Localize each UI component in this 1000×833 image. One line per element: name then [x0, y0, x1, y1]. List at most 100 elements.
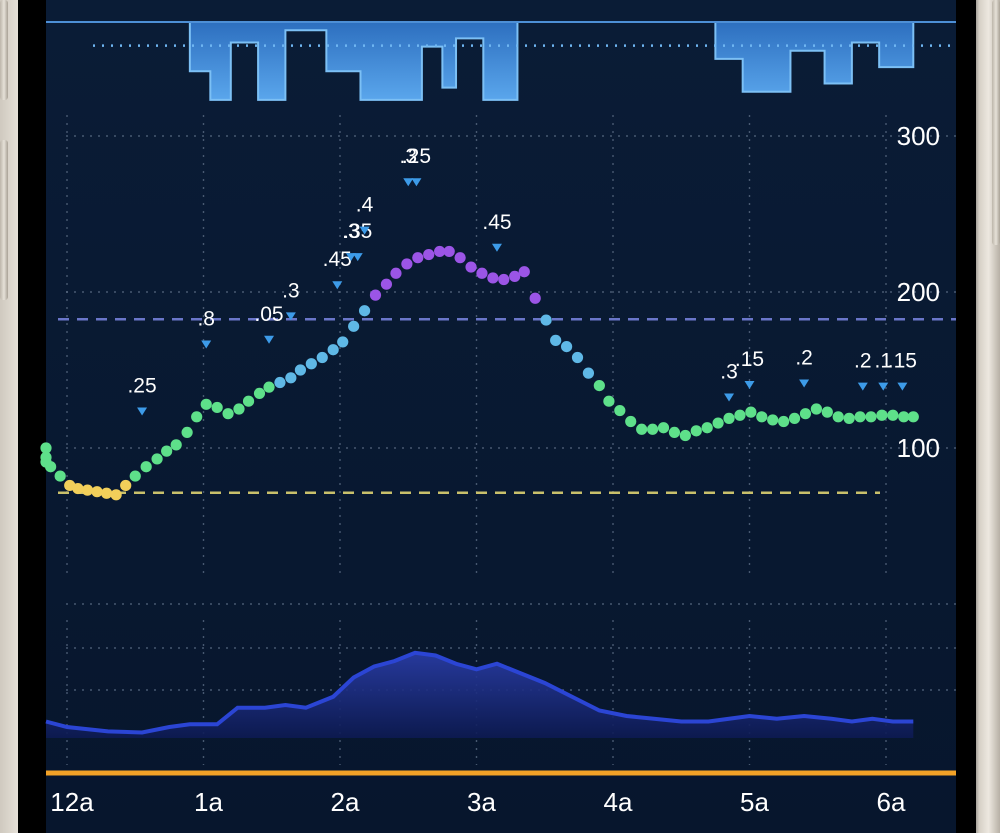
iob-area: [46, 652, 914, 738]
phone-screen: .25.8.05.3.45.3.35.4.3.25.45.3.15.2.2.1.…: [18, 0, 976, 833]
glucose-point-79: [843, 412, 855, 424]
bolus-layer: .25.8.05.3.45.3.35.4.3.25.45.3.15.2.2.1.…: [127, 145, 917, 416]
y-tick-label-0: 100: [897, 433, 940, 463]
glucose-point-7: [81, 484, 94, 496]
y-tick-label-1: 200: [897, 277, 940, 307]
glucose-point-26: [274, 376, 286, 389]
bolus-label-10: .45: [482, 211, 511, 234]
glucose-point-54: [571, 351, 584, 364]
phone-side-button-lower-left: [0, 140, 8, 300]
phone-side-button-upper-left: [0, 0, 8, 100]
glucose-point-10: [110, 489, 122, 501]
glucose-point-34: [358, 305, 371, 317]
glucose-point-85: [907, 411, 919, 423]
glucose-point-18: [191, 411, 203, 423]
bolus-label-13: .2: [795, 346, 813, 369]
glucose-point-40: [423, 248, 435, 261]
glucose-point-28: [294, 364, 307, 376]
insulin-on-board-layer: [45, 650, 914, 738]
bolus-label-14: .2: [854, 350, 872, 373]
glucose-point-48: [509, 270, 521, 282]
iob-line: [45, 650, 914, 735]
glucose-point-83: [887, 409, 899, 421]
glucose-point-76: [810, 403, 822, 415]
x-tick-label-1: 1a: [194, 787, 223, 817]
glucose-points-layer: [40, 245, 919, 501]
y-tick-label-2: 300: [897, 121, 940, 151]
glucose-point-53: [560, 341, 573, 353]
glucose-point-62: [657, 422, 670, 434]
glucose-point-35: [369, 289, 382, 301]
basal-rate-layer: [46, 21, 956, 101]
glucose-point-64: [679, 429, 691, 442]
glucose-point-31: [327, 344, 339, 356]
glucose-point-38: [401, 258, 413, 270]
glucose-point-47: [498, 273, 510, 286]
bolus-marker-15: [878, 382, 889, 391]
glucose-point-44: [465, 261, 477, 273]
glucose-point-43: [454, 252, 466, 264]
bolus-label-11: .3: [720, 361, 738, 384]
glucose-point-0: [40, 442, 52, 454]
glucose-chart: .25.8.05.3.45.3.35.4.3.25.45.3.15.2.2.1.…: [40, 0, 956, 833]
glucose-point-4: [54, 470, 66, 482]
bolus-marker-14: [857, 382, 868, 391]
glucose-point-23: [242, 395, 255, 407]
glucose-point-45: [476, 267, 488, 279]
bolus-marker-0: [137, 407, 148, 416]
glucose-point-3: [45, 461, 57, 473]
glucose-point-60: [636, 423, 648, 435]
glucose-point-59: [625, 415, 637, 428]
glucose-point-77: [821, 406, 833, 418]
bolus-label-5: .3: [342, 220, 360, 243]
bolus-label-0: .25: [127, 375, 156, 398]
glucose-point-12: [129, 470, 141, 482]
glucose-point-24: [253, 387, 266, 399]
glucose-point-66: [701, 422, 713, 434]
glucose-point-46: [487, 272, 499, 284]
glucose-point-74: [788, 412, 801, 424]
glucose-point-27: [285, 372, 297, 384]
glucose-point-50: [529, 292, 541, 304]
glucose-point-58: [614, 404, 626, 417]
bolus-label-4: .45: [323, 248, 352, 271]
x-tick-label-2: 2a: [331, 787, 360, 817]
glucose-point-51: [540, 314, 552, 326]
glucose-point-49: [518, 266, 530, 278]
glucose-point-22: [233, 403, 245, 415]
glucose-point-9: [100, 487, 113, 499]
bolus-marker-2: [264, 335, 275, 344]
glucose-point-20: [211, 401, 223, 414]
glucose-point-42: [443, 245, 455, 258]
glucose-point-8: [91, 486, 103, 498]
glucose-point-39: [412, 252, 424, 264]
glucose-point-67: [712, 417, 724, 429]
glucose-point-69: [734, 409, 746, 421]
glucose-point-17: [181, 426, 193, 438]
bolus-marker-16: [897, 382, 908, 391]
glucose-point-81: [865, 411, 877, 423]
x-tick-label-0: 12a: [50, 787, 94, 817]
basal-rate-area: [46, 21, 915, 101]
glucose-point-80: [854, 411, 866, 423]
glucose-point-33: [348, 320, 360, 332]
glucose-point-61: [646, 423, 659, 435]
bolus-marker-7: [359, 226, 370, 235]
glucose-point-30: [316, 351, 328, 364]
phone-side-button-right: [992, 0, 1000, 245]
bolus-marker-5: [345, 253, 356, 262]
bolus-marker-4: [332, 281, 343, 290]
glucose-point-84: [898, 411, 910, 423]
glucose-point-32: [337, 336, 349, 348]
bolus-label-9: .25: [402, 145, 431, 168]
glucose-point-37: [390, 267, 402, 279]
glucose-point-65: [690, 425, 702, 437]
bolus-label-1: .8: [197, 307, 215, 330]
glucose-point-82: [876, 409, 888, 421]
bolus-label-8: .3: [399, 145, 417, 168]
glucose-point-6: [72, 482, 84, 495]
glucose-point-52: [550, 334, 562, 346]
glucose-point-21: [222, 408, 234, 420]
bolus-marker-9: [411, 178, 422, 187]
axis-layer: 12a 1a 2a 3a 4a 5a 6a 100 200 300: [46, 121, 956, 817]
